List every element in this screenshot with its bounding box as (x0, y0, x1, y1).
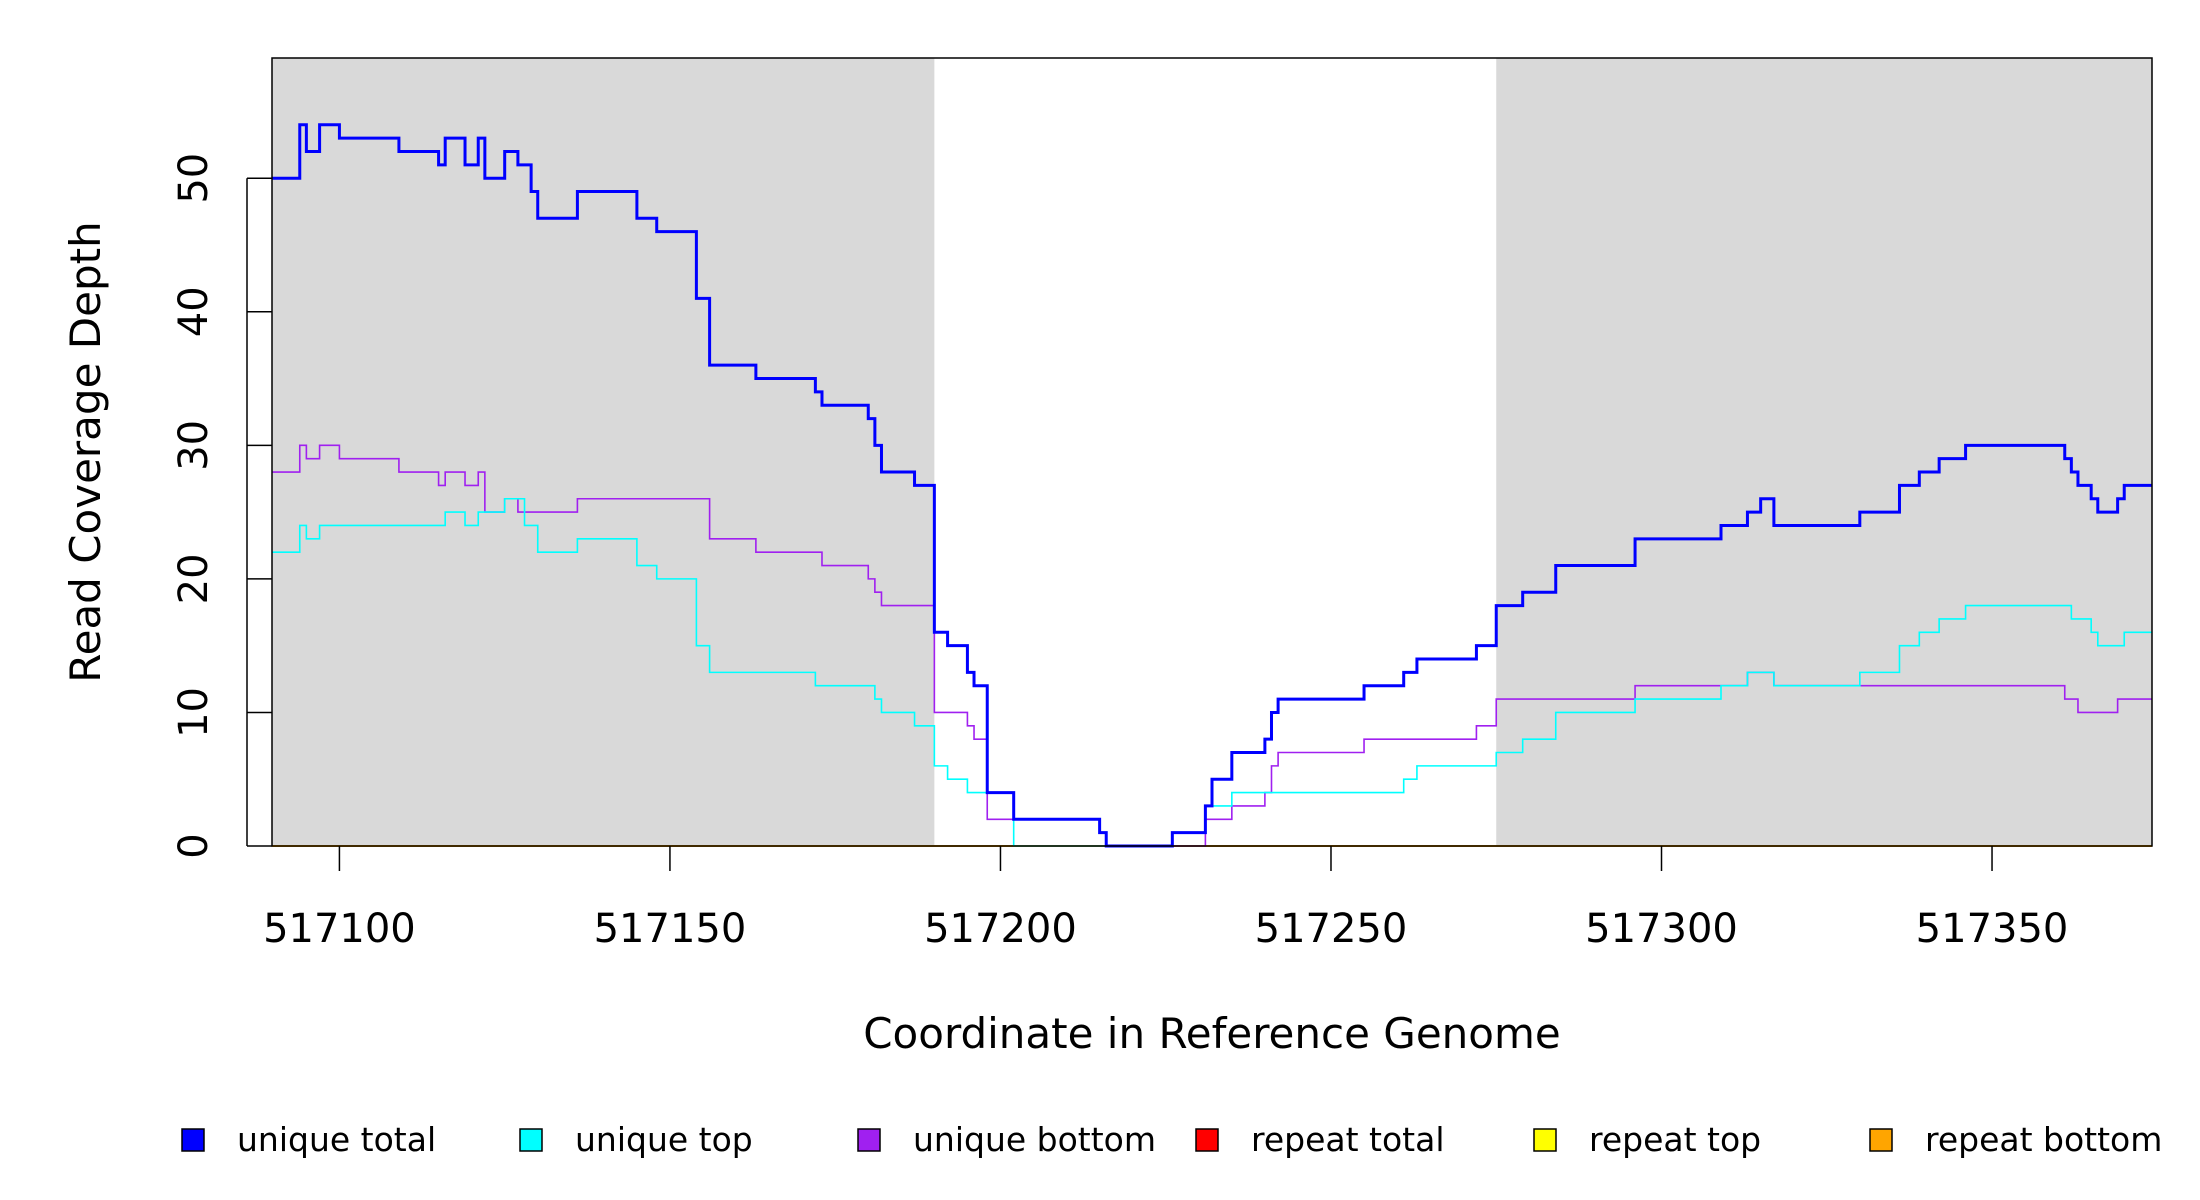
x-tick-label: 517200 (924, 906, 1077, 952)
y-axis-title: Read Coverage Depth (61, 221, 110, 682)
legend-label: repeat total (1251, 1120, 1445, 1159)
y-axis: 0 10 20 30 40 50 (171, 153, 272, 859)
legend-item: repeat bottom (1869, 1120, 2162, 1159)
x-tick-label: 517300 (1585, 906, 1738, 952)
y-tick-label: 10 (171, 687, 217, 738)
y-tick-label: 30 (171, 420, 217, 471)
legend-label: repeat bottom (1925, 1120, 2162, 1159)
legend: unique total unique top unique bottom repea… (181, 1120, 2162, 1159)
shaded-region (272, 58, 935, 846)
plot-frame (271, 57, 2153, 847)
shaded-regions (272, 58, 2152, 846)
legend-label: unique bottom (913, 1120, 1156, 1159)
x-axis-title: Coordinate in Reference Genome (863, 1009, 1561, 1058)
x-axis: 517100 517150 517200 517250 517300 517350 (263, 846, 2068, 952)
legend-swatch (1869, 1128, 1893, 1152)
legend-swatch (181, 1128, 205, 1152)
legend-swatch (519, 1128, 543, 1152)
series-unique-bottom (272, 444, 2152, 847)
x-tick-label: 517100 (263, 906, 416, 952)
legend-swatch (1533, 1128, 1557, 1152)
legend-swatch (857, 1128, 881, 1152)
series-unique-total (272, 123, 2152, 848)
x-tick-label: 517150 (594, 906, 747, 952)
y-tick-label: 40 (171, 286, 217, 337)
y-tick-label: 20 (171, 553, 217, 604)
y-tick-label: 0 (171, 833, 217, 858)
legend-item: unique bottom (857, 1120, 1156, 1159)
legend-item: unique top (519, 1120, 753, 1159)
x-tick-label: 517250 (1255, 906, 1408, 952)
legend-swatch (1195, 1128, 1219, 1152)
y-tick-label: 50 (171, 153, 217, 204)
legend-label: repeat top (1589, 1120, 1761, 1159)
x-tick-label: 517350 (1916, 906, 2069, 952)
legend-label: unique total (237, 1120, 436, 1159)
legend-item: unique total (181, 1120, 436, 1159)
legend-item: repeat total (1195, 1120, 1445, 1159)
legend-label: unique top (575, 1120, 753, 1159)
legend-item: repeat top (1533, 1120, 1761, 1159)
shaded-region (1496, 58, 2152, 846)
